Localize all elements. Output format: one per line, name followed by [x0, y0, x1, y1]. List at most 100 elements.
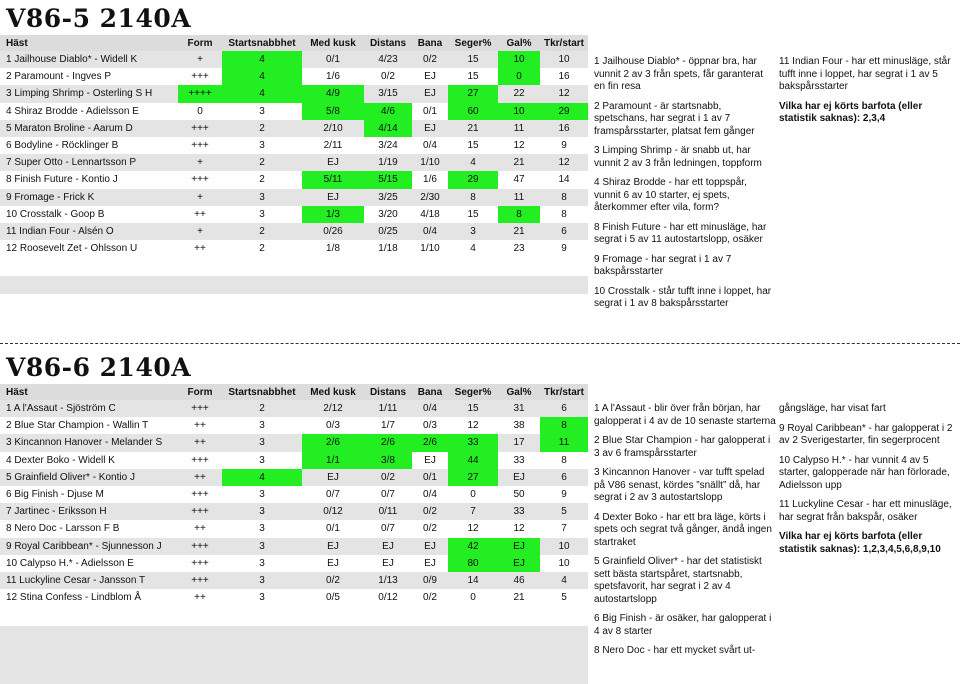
- cell-start-speed: 3: [222, 589, 302, 607]
- table-row: 12 Stina Confess - Lindblom Å ++ 3 0/5 0/12 0…: [0, 589, 588, 607]
- cell-start-speed: 3: [222, 417, 302, 435]
- cell-start-speed: 3: [222, 503, 302, 521]
- cell-win-pct: 21: [448, 119, 498, 137]
- comment: 5 Grainfield Oliver* - har det statistis…: [594, 556, 762, 605]
- cell-with-driver: 0/5: [302, 589, 364, 607]
- comment: 8 Finish Future - har ett minusläge, har…: [594, 221, 767, 246]
- cell-win-pct: 15: [448, 400, 498, 418]
- cell-form: +++: [178, 571, 222, 590]
- comment: gångsläge, har visat fart: [779, 403, 886, 414]
- cell-start-speed: 2: [222, 171, 302, 189]
- cell-form: +++: [178, 136, 222, 155]
- cell-with-driver: 1/6: [302, 68, 364, 86]
- comment: 4 Dexter Boko - har ett bra läge, körts …: [594, 511, 772, 548]
- cell-track: 0/4: [412, 136, 448, 155]
- cell-form: +: [178, 188, 222, 206]
- table-filler: [0, 626, 588, 684]
- comment: 2 Blue Star Champion - har galopperat i …: [594, 435, 771, 459]
- cell-with-driver: EJ: [302, 554, 364, 572]
- cell-form: ++: [178, 589, 222, 607]
- table-row: 5 Grainfield Oliver* - Kontio J ++ 4 EJ 0/2 0…: [0, 468, 588, 486]
- section-1-title: V86-5 2140A: [6, 4, 192, 33]
- cell-horse-driver: 12 Roosevelt Zet - Ohlsson U: [0, 240, 178, 258]
- cell-with-driver: 0/26: [302, 222, 364, 241]
- cell-start-speed: 3: [222, 102, 302, 120]
- cell-horse-driver: 3 Kincannon Hanover - Melander S: [0, 434, 178, 452]
- cell-win-pct: 27: [448, 468, 498, 486]
- barefoot-note: Vilka har ej körts barfota (eller statis…: [779, 100, 923, 125]
- cell-start-speed: 3: [222, 520, 302, 538]
- cell-gallop-pct: 8: [498, 205, 540, 223]
- cell-win-pct: 12: [448, 520, 498, 538]
- cell-form: ++: [178, 468, 222, 486]
- table-row: 3 Kincannon Hanover - Melander S ++ 3 2/6 2/…: [0, 434, 588, 452]
- cell-gallop-pct: 21: [498, 154, 540, 172]
- cell-gallop-pct: 11: [498, 119, 540, 137]
- cell-tkr-per-start: 29: [540, 102, 588, 120]
- table-row: 2 Paramount - Ingves P +++ 4 1/6 0/2 EJ 15 0 16: [0, 68, 588, 86]
- cell-horse-driver: 11 Luckyline Cesar - Jansson T: [0, 571, 178, 590]
- cell-horse-driver: 10 Crosstalk - Goop B: [0, 205, 178, 223]
- cell-start-speed: 3: [222, 136, 302, 155]
- cell-distance: 0/11: [364, 503, 412, 521]
- cell-with-driver: 4/9: [302, 85, 364, 103]
- cell-with-driver: 1/8: [302, 240, 364, 258]
- cell-distance: 0/7: [364, 520, 412, 538]
- cell-horse-driver: 3 Limping Shrimp - Osterling S H: [0, 85, 178, 103]
- cell-track: EJ: [412, 119, 448, 137]
- section-2-title: V86-6 2140A: [6, 353, 192, 382]
- cell-distance: 3/20: [364, 205, 412, 223]
- cell-horse-driver: 2 Paramount - Ingves P: [0, 68, 178, 86]
- col-header-track: Bana: [412, 384, 448, 400]
- cell-win-pct: 3: [448, 222, 498, 241]
- cell-track: EJ: [412, 68, 448, 86]
- comment: 11 Luckyline Cesar - har ett minusläge, …: [779, 499, 952, 523]
- cell-tkr-per-start: 9: [540, 136, 588, 155]
- cell-distance: 2/6: [364, 434, 412, 452]
- cell-win-pct: 8: [448, 188, 498, 206]
- table-row: 6 Bodyline - Röcklinger B +++ 3 2/11 3/24 0/4…: [0, 136, 588, 155]
- cell-distance: 3/15: [364, 85, 412, 103]
- comment: 3 Limping Shrimp - är snabb ut, har vunn…: [594, 145, 762, 169]
- cell-tkr-per-start: 11: [540, 434, 588, 452]
- comment: 4 Shiraz Brodde - har ett toppspår, vunn…: [594, 177, 747, 213]
- cell-track: 0/9: [412, 571, 448, 590]
- cell-distance: 3/25: [364, 188, 412, 206]
- comment: 10 Crosstalk - står tufft inne i loppet,…: [594, 285, 772, 310]
- col-header-form: Form: [178, 35, 222, 51]
- cell-horse-driver: 5 Grainfield Oliver* - Kontio J: [0, 468, 178, 486]
- cell-start-speed: 2: [222, 222, 302, 241]
- cell-start-speed: 2: [222, 154, 302, 172]
- cell-track: 0/4: [412, 222, 448, 241]
- cell-track: 0/2: [412, 520, 448, 538]
- barefoot-note: Vilka har ej körts barfota (eller statis…: [779, 531, 941, 555]
- cell-distance: 4/23: [364, 51, 412, 69]
- section-1-comments-column-a: 1 Jailhouse Diablo* - öppnar bra, har vu…: [594, 56, 776, 318]
- cell-distance: 5/15: [364, 171, 412, 189]
- cell-win-pct: 15: [448, 68, 498, 86]
- cell-track: 0/4: [412, 485, 448, 504]
- comment: 2 Paramount - är startsnabb, spetschans,…: [594, 100, 755, 137]
- table-row: 1 Jailhouse Diablo* - Widell K +4 0/1 4/23 0…: [0, 51, 588, 69]
- cell-start-speed: 3: [222, 188, 302, 206]
- cell-tkr-per-start: 8: [540, 205, 588, 223]
- cell-start-speed: 4: [222, 85, 302, 103]
- cell-distance: 0/7: [364, 485, 412, 504]
- col-header-tkr-per-start: Tkr/start: [540, 384, 588, 400]
- table-header-row: Häst Form Startsnabbhet Med kusk Distans…: [0, 35, 588, 51]
- cell-with-driver: 0/2: [302, 571, 364, 590]
- cell-start-speed: 3: [222, 485, 302, 504]
- cell-horse-driver: 5 Maraton Broline - Aarum D: [0, 119, 178, 137]
- cell-form: +++: [178, 68, 222, 86]
- cell-form: +++: [178, 554, 222, 572]
- cell-distance: 4/6: [364, 102, 412, 120]
- col-header-win-pct: Seger%: [448, 384, 498, 400]
- table-row: 11 Indian Four - Alsén O +2 0/26 0/25 0/4 3 21…: [0, 222, 588, 241]
- cell-distance: 0/2: [364, 68, 412, 86]
- cell-tkr-per-start: 6: [540, 400, 588, 418]
- cell-gallop-pct: 10: [498, 51, 540, 69]
- cell-horse-driver: 12 Stina Confess - Lindblom Å: [0, 589, 178, 607]
- cell-with-driver: 2/11: [302, 136, 364, 155]
- cell-tkr-per-start: 8: [540, 451, 588, 469]
- section-2-comments-column-b: gångsläge, har visat fart 9 Royal Caribb…: [779, 403, 957, 563]
